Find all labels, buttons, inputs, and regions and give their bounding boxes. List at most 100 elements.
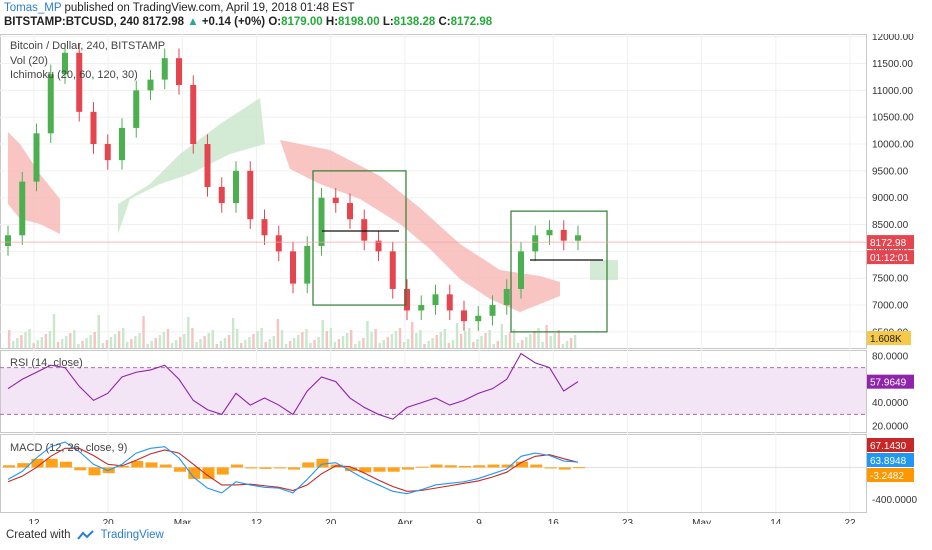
macd-histogram-bar xyxy=(373,467,386,472)
candle-body xyxy=(475,315,482,322)
macd-histogram-bar xyxy=(131,460,144,468)
volume-bar xyxy=(162,332,166,348)
volume-bar xyxy=(333,342,337,348)
volume-bar xyxy=(134,336,137,348)
volume-bar xyxy=(488,330,491,348)
macd-histogram-bar xyxy=(174,467,186,472)
macd-value-label: 63.8948 xyxy=(870,456,907,467)
symbol-line: BITSTAMP:BTCUSD, 240 8172.98 ▲ +0.14 (+0… xyxy=(4,16,492,28)
y-tick-label: 9500.00 xyxy=(872,166,909,177)
volume-bar xyxy=(500,324,504,348)
high-value: 8198.00 xyxy=(338,16,380,28)
macd-value-label: -3.2482 xyxy=(870,471,904,482)
y-tick-label: 8500.00 xyxy=(872,220,909,231)
candle-body xyxy=(33,133,40,182)
low-value: 8138.28 xyxy=(393,16,436,28)
vol-legend[interactable]: Vol (20) xyxy=(10,55,48,67)
volume-bar xyxy=(268,339,271,348)
volume-bar xyxy=(354,344,357,348)
macd-histogram-bar xyxy=(444,465,457,468)
volume-bar xyxy=(516,343,520,348)
macd-legend[interactable]: MACD (12, 26, close, 9) xyxy=(10,442,128,454)
candle-body xyxy=(90,111,97,145)
volume-bar xyxy=(443,329,447,348)
volume-bar xyxy=(301,332,304,348)
volume-bar xyxy=(573,335,577,348)
volume-bar xyxy=(402,342,406,348)
chart-canvas[interactable]: 1220Mar1220Apr91623May14226500.007000.00… xyxy=(0,34,932,524)
volume-bar xyxy=(122,328,125,348)
x-tick-label: 12 xyxy=(251,518,263,524)
rsi-value-label: 57.9649 xyxy=(870,378,907,389)
ichimoku-legend[interactable]: Ichimoku (20, 60, 120, 30) xyxy=(10,69,138,81)
footer: Created with TradingView xyxy=(6,529,164,541)
macd-value-tag xyxy=(867,438,914,452)
volume-bar xyxy=(284,344,288,348)
macd-histogram-bar xyxy=(430,464,443,468)
volume-bar xyxy=(435,335,438,348)
candle-body xyxy=(233,170,239,204)
open-label: O: xyxy=(268,16,282,28)
volume-bar xyxy=(370,332,373,348)
volume-bar xyxy=(549,336,552,348)
volume-bar xyxy=(191,328,194,348)
volume-bar xyxy=(179,337,182,348)
macd-histogram-bar xyxy=(501,464,514,468)
candle-body xyxy=(461,310,467,322)
candle-body xyxy=(532,235,539,252)
macd-histogram-bar xyxy=(3,465,15,468)
candle-body xyxy=(247,170,254,220)
volume-bar xyxy=(105,340,109,348)
volume-bar xyxy=(325,331,328,348)
candle-body xyxy=(389,251,396,289)
volume-bar xyxy=(378,343,381,348)
volume-bar xyxy=(117,331,121,348)
volume-bar xyxy=(468,328,471,348)
macd-histogram-bar xyxy=(459,465,471,468)
publish-line: Tomas_MP published on TradingView.com, A… xyxy=(4,2,355,14)
volume-bar xyxy=(480,336,483,348)
volume-bar xyxy=(431,338,434,348)
rsi-line xyxy=(7,352,579,420)
macd-signal-line xyxy=(7,447,579,492)
macd-value-tag xyxy=(867,453,914,467)
x-tick-label: Mar xyxy=(174,518,192,524)
volume-bar xyxy=(492,344,495,348)
y-tick-label: 7000.00 xyxy=(872,301,909,312)
macd-histogram-bar xyxy=(245,467,258,469)
candle-body xyxy=(332,197,339,204)
volume-bar xyxy=(236,329,239,348)
panel-border xyxy=(0,350,867,433)
candle-body xyxy=(176,58,182,85)
volume-bar xyxy=(419,330,422,348)
volume-bar xyxy=(484,333,487,348)
volume-bar xyxy=(195,342,198,348)
x-tick-label: Apr xyxy=(397,518,413,524)
volume-bar xyxy=(101,343,105,348)
x-tick-label: 20 xyxy=(103,518,115,524)
candle-body xyxy=(218,186,225,204)
annotation-box xyxy=(312,170,407,306)
volume-bar xyxy=(73,330,76,348)
volume-bar xyxy=(248,337,251,348)
volume-bar xyxy=(561,344,565,348)
volume-bar xyxy=(553,333,556,348)
volume-bar xyxy=(504,335,508,348)
ichimoku-cloud-green xyxy=(118,98,265,234)
volume-bar xyxy=(52,314,56,348)
rsi-legend[interactable]: RSI (14, close) xyxy=(10,357,83,369)
volume-bar xyxy=(146,344,149,348)
volume-bar xyxy=(130,339,133,348)
volume-bar xyxy=(48,331,52,348)
candle-body xyxy=(503,288,510,306)
volume-bar xyxy=(89,335,92,348)
author-link[interactable]: Tomas_MP xyxy=(4,2,62,14)
volume-bar xyxy=(508,332,512,348)
macd-tick-label: -400.0000 xyxy=(872,495,917,506)
volume-bar xyxy=(398,328,402,348)
footer-brand[interactable]: TradingView xyxy=(100,529,164,541)
macd-histogram-bar xyxy=(31,458,44,468)
volume-bar xyxy=(362,338,365,348)
volume-bar xyxy=(32,343,35,348)
candle-body xyxy=(347,203,353,220)
